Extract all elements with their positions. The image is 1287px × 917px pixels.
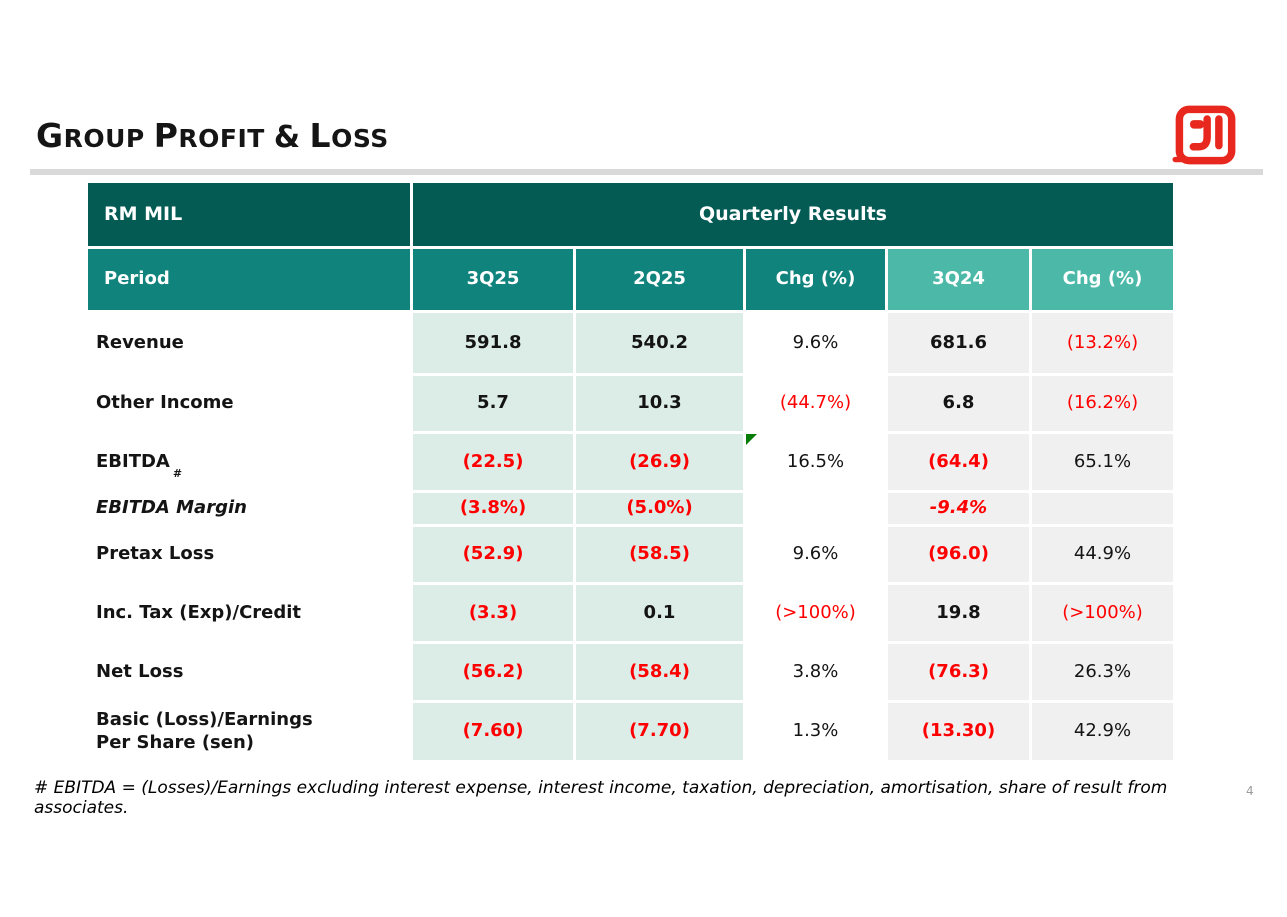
table-cell: 42.9%	[1032, 703, 1173, 760]
page-number: 4	[1246, 784, 1254, 798]
column-header-period: Period	[88, 249, 410, 310]
table-cell: 591.8	[413, 313, 573, 373]
table-cell: (13.30)	[888, 703, 1029, 760]
table-header-group: Quarterly Results	[413, 183, 1173, 246]
footnote-ref: #	[172, 467, 183, 481]
row-label: Revenue	[88, 313, 410, 373]
row-label: Basic (Loss)/Earnings Per Share (sen)	[88, 703, 410, 760]
footnote: # EBITDA = (Losses)/Earnings excluding i…	[34, 778, 1168, 818]
title-divider	[30, 169, 1263, 175]
page-title: GROUP PROFIT & LOSS	[36, 116, 389, 155]
table-cell: (16.2%)	[1032, 376, 1173, 431]
table-cell: (44.7%)	[746, 376, 885, 431]
table-cell: 16.5%	[746, 434, 885, 490]
table-header-unit: RM MIL	[88, 183, 410, 246]
table-cell: -9.4%	[888, 493, 1029, 524]
table-cell: 10.3	[576, 376, 743, 431]
row-label: Net Loss	[88, 644, 410, 700]
table-cell: (3.8%)	[413, 493, 573, 524]
table-cell: (58.4)	[576, 644, 743, 700]
table-cell: (26.9)	[576, 434, 743, 490]
table-cell: 3.8%	[746, 644, 885, 700]
table-cell: (76.3)	[888, 644, 1029, 700]
table-cell: (3.3)	[413, 585, 573, 641]
row-label: Other Income	[88, 376, 410, 431]
table-cell: (58.5)	[576, 527, 743, 582]
table-cell: 26.3%	[1032, 644, 1173, 700]
table-cell	[1032, 493, 1173, 524]
table-cell: 44.9%	[1032, 527, 1173, 582]
table-cell: 681.6	[888, 313, 1029, 373]
table-cell: 0.1	[576, 585, 743, 641]
table-cell: (>100%)	[1032, 585, 1173, 641]
table-cell: (5.0%)	[576, 493, 743, 524]
column-header-2q25: 2Q25	[576, 249, 743, 310]
table-cell	[746, 493, 885, 524]
table-cell: 9.6%	[746, 527, 885, 582]
table-cell: 5.7	[413, 376, 573, 431]
column-header-chg-2: Chg (%)	[1032, 249, 1173, 310]
row-label: Inc. Tax (Exp)/Credit	[88, 585, 410, 641]
table-cell: (96.0)	[888, 527, 1029, 582]
table-cell: 9.6%	[746, 313, 885, 373]
column-header-3q24: 3Q24	[888, 249, 1029, 310]
table-cell: 19.8	[888, 585, 1029, 641]
table-cell: (22.5)	[413, 434, 573, 490]
row-label: EBITDA #	[88, 434, 410, 490]
table-cell: (56.2)	[413, 644, 573, 700]
table-cell: 540.2	[576, 313, 743, 373]
table-cell: 1.3%	[746, 703, 885, 760]
table-cell: (64.4)	[888, 434, 1029, 490]
row-label: Pretax Loss	[88, 527, 410, 582]
comment-marker-icon	[746, 434, 757, 445]
table-cell: (13.2%)	[1032, 313, 1173, 373]
pl-table: RM MIL Quarterly Results Period 3Q25 2Q25 Chg…	[88, 183, 1173, 760]
company-logo	[1172, 105, 1236, 165]
table-cell: (>100%)	[746, 585, 885, 641]
table-cell: (52.9)	[413, 527, 573, 582]
column-header-chg: Chg (%)	[746, 249, 885, 310]
row-label: EBITDA Margin	[88, 493, 410, 524]
table-cell: 6.8	[888, 376, 1029, 431]
column-header-3q25: 3Q25	[413, 249, 573, 310]
table-cell: (7.60)	[413, 703, 573, 760]
table-cell: (7.70)	[576, 703, 743, 760]
table-cell: 65.1%	[1032, 434, 1173, 490]
